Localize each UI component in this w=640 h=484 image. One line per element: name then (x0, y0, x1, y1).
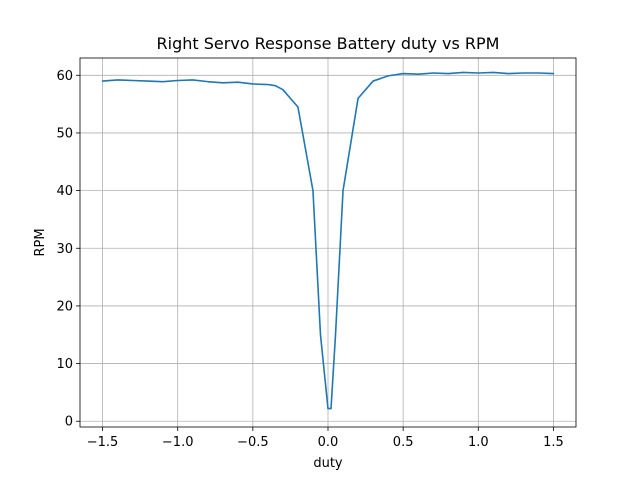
y-tick-label: 10 (56, 357, 73, 372)
y-tick-label: 50 (56, 126, 73, 141)
x-axis-ticks: −1.5 −1.0 −0.5 0.0 0.5 1.0 1.5 (87, 427, 564, 450)
series-line (101, 71, 555, 410)
x-tick-label: −0.5 (237, 435, 269, 450)
grid (80, 58, 576, 427)
y-tick-label: 60 (56, 69, 73, 84)
y-axis-label: RPM (33, 228, 48, 256)
y-tick-label: 0 (65, 415, 73, 430)
x-tick-label: −1.5 (87, 435, 119, 450)
x-tick-label: 0.0 (318, 435, 339, 450)
x-tick-label: 1.5 (543, 435, 564, 450)
y-tick-label: 30 (56, 242, 73, 257)
x-tick-label: 0.5 (393, 435, 414, 450)
chart-title: Right Servo Response Battery duty vs RPM (157, 34, 500, 53)
y-tick-label: 40 (56, 184, 73, 199)
y-axis-ticks: 0 10 20 30 40 50 60 (56, 69, 80, 430)
series-layer (101, 71, 555, 410)
y-tick-label: 20 (56, 299, 73, 314)
x-tick-label: 1.0 (468, 435, 489, 450)
x-axis-label: duty (313, 456, 343, 471)
x-tick-label: −1.0 (162, 435, 194, 450)
